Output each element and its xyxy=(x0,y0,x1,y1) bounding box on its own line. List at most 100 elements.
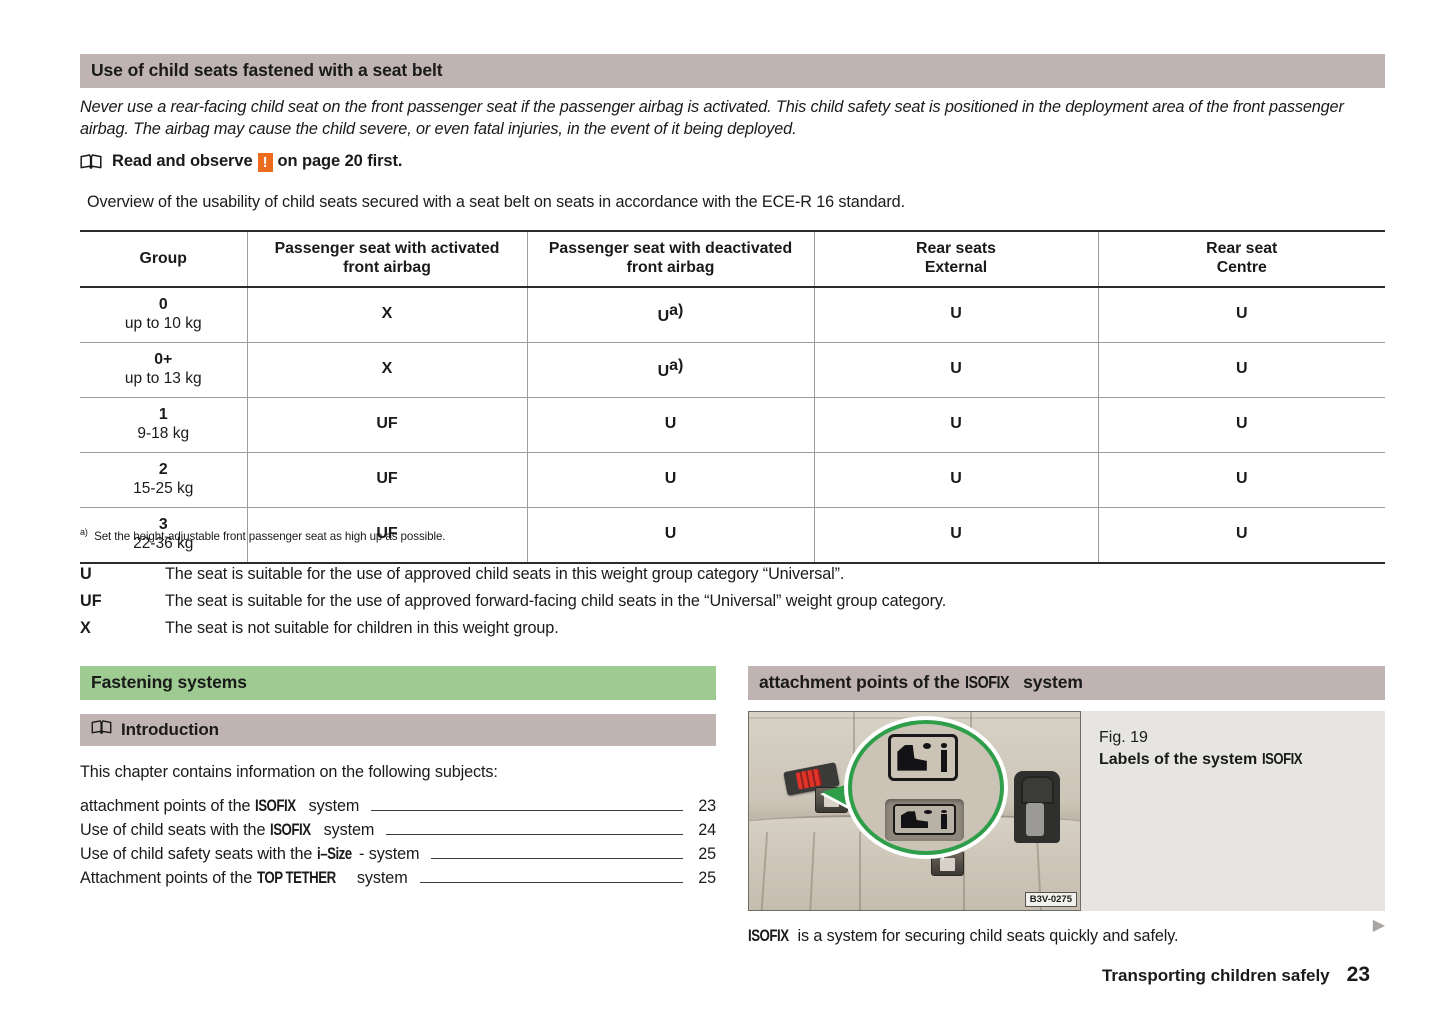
cell-group: 0 up to 10 kg xyxy=(80,286,248,343)
seam xyxy=(859,831,862,910)
seat-belt-buckle-dark-icon xyxy=(1013,771,1061,843)
section-title-bar: Use of child seats fastened with a seat … xyxy=(80,54,1385,88)
keyword-top-tether: TOP TETHER xyxy=(256,869,336,887)
legend-item: X The seat is not suitable for children … xyxy=(80,619,1180,638)
legend-key: UF xyxy=(80,592,102,610)
seam xyxy=(749,717,1080,720)
cell-deactivated: U xyxy=(526,507,815,564)
keyword-isofix: ISOFIX xyxy=(964,672,1010,692)
callout-tail xyxy=(821,783,852,809)
figure-title: Labels of the system ISOFIX xyxy=(1099,749,1385,771)
book-icon xyxy=(91,719,112,740)
toc-label: Use of child safety seats with the i–Siz… xyxy=(80,845,420,863)
toc-label: Use of child seats with the ISOFIX syste… xyxy=(80,821,375,839)
read-observe-text-after: on page 20 first. xyxy=(277,152,403,170)
footnote-ref: a) xyxy=(669,301,684,319)
legend-key: U xyxy=(80,565,92,583)
cell-rear-external: U xyxy=(813,397,1099,453)
chapter-toc: attachment points of the ISOFIX system 2… xyxy=(80,797,716,888)
toc-entry[interactable]: Use of child seats with the ISOFIX syste… xyxy=(80,821,716,840)
top-section: Use of child seats fastened with a seat … xyxy=(80,54,1385,212)
chapter-lead-text: This chapter contains information on the… xyxy=(80,763,498,781)
keyword-isofix: ISOFIX xyxy=(748,927,789,945)
cell-rear-centre: U xyxy=(1097,397,1385,453)
cell-deactivated: Ua) xyxy=(526,286,815,343)
isofix-attachment-bar: attachment points of the ISOFIX system xyxy=(748,666,1385,700)
legend-item: U The seat is suitable for the use of ap… xyxy=(80,565,1180,584)
figure-number: Fig. 19 xyxy=(1099,729,1148,746)
cell-activated: UF xyxy=(246,397,528,453)
toc-leader xyxy=(371,810,683,811)
book-icon xyxy=(80,153,102,170)
introduction-bar: Introduction xyxy=(80,714,716,746)
cell-rear-external: U xyxy=(813,452,1099,508)
toc-leader xyxy=(419,882,683,883)
left-column: Fastening systems Introduction This chap… xyxy=(80,666,716,893)
read-and-observe-line: Read and observe ! on page 20 first. xyxy=(80,152,1385,172)
cell-rear-centre: U xyxy=(1097,342,1385,398)
toc-entry[interactable]: attachment points of the ISOFIX system 2… xyxy=(80,797,716,816)
table-row: 2 15-25 kg UF U U U xyxy=(80,452,1385,508)
cell-group: 3 22-36 kg xyxy=(80,507,248,564)
right-column: attachment points of the ISOFIX system xyxy=(748,666,1385,946)
legend-key: X xyxy=(80,619,91,637)
toc-entry[interactable]: Attachment points of the TOP TETHER syst… xyxy=(80,869,716,888)
col-header-rear-centre: Rear seat Centre xyxy=(1097,230,1385,288)
footer-page-number: 23 xyxy=(1346,963,1370,986)
cell-activated: UF xyxy=(246,452,528,508)
legend-text: The seat is not suitable for children in… xyxy=(165,619,559,637)
toc-entry[interactable]: Use of child safety seats with the i–Siz… xyxy=(80,845,716,864)
figure-caption-panel: Fig. 19 Labels of the system ISOFIX xyxy=(1081,711,1385,911)
legend-list: U The seat is suitable for the use of ap… xyxy=(80,565,1180,646)
cell-activated: UF xyxy=(246,507,528,564)
page-footer: Transporting children safely 23 xyxy=(1102,963,1370,987)
photo-reference-code: B3V-0275 xyxy=(1024,892,1077,907)
toc-leader xyxy=(431,858,683,859)
cell-deactivated: U xyxy=(526,452,815,508)
cell-rear-centre: U xyxy=(1097,452,1385,508)
cell-deactivated: Ua) xyxy=(526,342,815,398)
footnote-text: Set the height-adjustable front passenge… xyxy=(94,529,446,543)
isofix-description-paragraph: ISOFIX is a system for securing child se… xyxy=(748,927,1179,945)
legend-text: The seat is suitable for the use of appr… xyxy=(165,592,947,610)
isofix-label-outline-icon xyxy=(888,733,958,782)
col-header-group: Group xyxy=(80,230,248,288)
child-seat-glyph-icon xyxy=(900,809,949,829)
col-header-rear-external: Rear seats External xyxy=(813,230,1099,288)
keyword-isofix: ISOFIX xyxy=(254,797,296,815)
read-observe-text-before: Read and observe xyxy=(112,152,253,170)
cell-rear-external: U xyxy=(813,342,1099,398)
introduction-label: Introduction xyxy=(121,719,219,739)
table-footnote: a) Set the height-adjustable front passe… xyxy=(80,527,446,543)
table-header-row: Group Passenger seat with activated fron… xyxy=(80,230,1385,288)
keyword-isize: i–Size xyxy=(316,845,352,863)
cell-group: 1 9-18 kg xyxy=(80,397,248,453)
fastening-systems-bar: Fastening systems xyxy=(80,666,716,700)
warning-paragraph: Never use a rear-facing child seat on th… xyxy=(80,98,1344,138)
table-row: 0 up to 10 kg X Ua) U U xyxy=(80,286,1385,343)
cell-activated: X xyxy=(246,286,528,343)
footer-chapter-title: Transporting children safely xyxy=(1101,966,1330,985)
figure-block: B3V-0275 Fig. 19 Labels of the system IS… xyxy=(748,711,1385,911)
seam xyxy=(759,831,769,910)
cell-rear-external: U xyxy=(813,286,1099,343)
toc-page-number: 24 xyxy=(698,821,716,839)
toc-page-number: 25 xyxy=(698,845,716,863)
rear-seat-isofix-photo: B3V-0275 xyxy=(748,711,1081,911)
footnote-marker: a) xyxy=(80,527,88,537)
footnote-ref: a) xyxy=(669,356,684,374)
keyword-isofix: ISOFIX xyxy=(1261,750,1303,768)
table-head: Group Passenger seat with activated fron… xyxy=(80,230,1385,288)
cell-rear-centre: U xyxy=(1097,286,1385,343)
cell-group: 2 15-25 kg xyxy=(80,452,248,508)
toc-page-number: 23 xyxy=(698,797,716,815)
toc-label: attachment points of the ISOFIX system xyxy=(80,797,360,815)
table-body: 0 up to 10 kg X Ua) U U 0+ up to 13 kg X… xyxy=(80,286,1385,564)
keyword-isofix: ISOFIX xyxy=(269,821,311,839)
isofix-label-recessed-icon xyxy=(884,799,965,841)
warning-badge-icon: ! xyxy=(257,153,273,172)
cell-rear-external: U xyxy=(813,507,1099,564)
legend-item: UF The seat is suitable for the use of a… xyxy=(80,592,1180,611)
cell-activated: X xyxy=(246,342,528,398)
